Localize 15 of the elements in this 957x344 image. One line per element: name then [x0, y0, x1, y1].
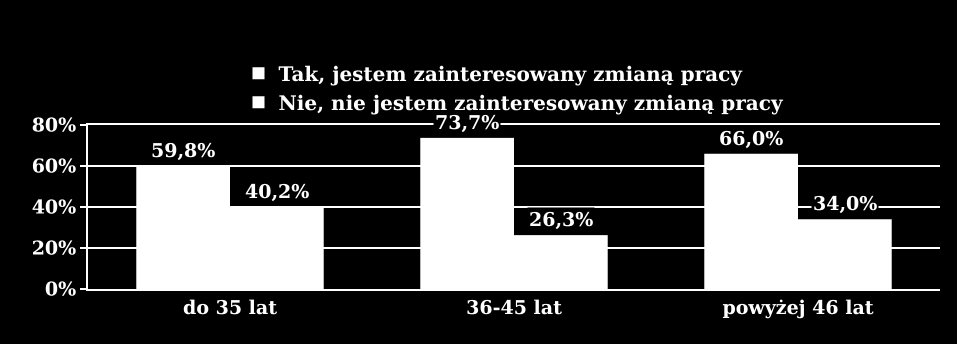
x-tick-label: do 35 lat — [183, 296, 278, 319]
data-label: 34,0% — [813, 193, 878, 215]
data-label: 40,2% — [245, 181, 310, 203]
y-tick-label: 0% — [44, 278, 76, 301]
x-tick-label: 36-45 lat — [466, 296, 562, 319]
data-label: 66,0% — [719, 128, 784, 150]
data-label: 73,7% — [435, 112, 500, 134]
y-tick-label: 40% — [32, 196, 76, 219]
y-tick-label: 80% — [32, 114, 76, 137]
data-label: 26,3% — [529, 209, 594, 231]
legend-label: Tak, jestem zainteresowany zmianą pracy — [278, 62, 744, 86]
y-tick-label: 60% — [32, 156, 76, 178]
data-label: 59,8% — [151, 140, 216, 162]
y-tick-label: 20% — [32, 238, 76, 260]
x-tick-label: powyżej 46 lat — [722, 296, 874, 319]
